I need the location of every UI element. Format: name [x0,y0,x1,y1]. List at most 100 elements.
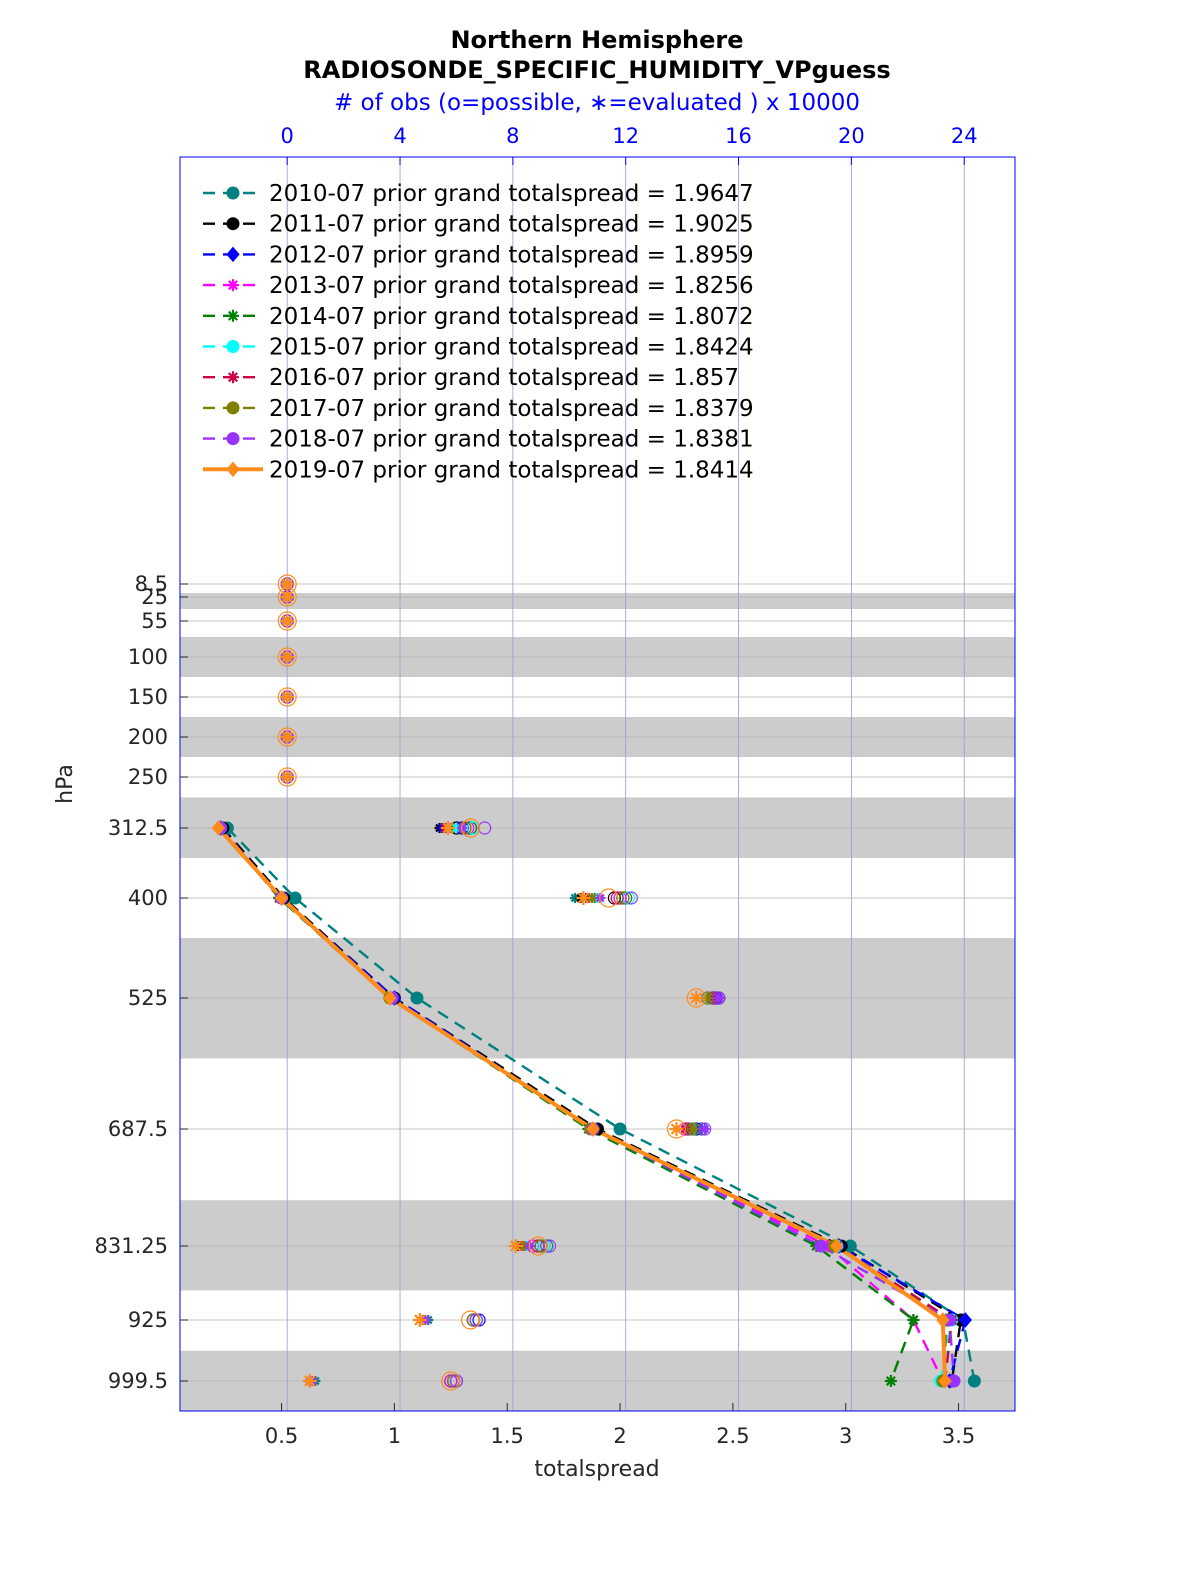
obs-possible-9-12 [460,1310,481,1330]
legend-label-3: 2013-07 prior grand totalspread = 1.8256 [269,273,754,299]
chart-title: Northern Hemisphere [450,26,743,54]
legend-label-9: 2019-07 prior grand totalspread = 1.8414 [269,457,754,483]
obs-evaluated-9-1 [280,590,295,604]
obs-evaluated-9-11 [508,1239,523,1253]
series-point-9-0 [211,820,226,836]
legend-marker-4 [227,309,239,322]
obs-evaluated-9-4 [280,690,295,704]
y-tick-label-8: 400 [128,886,168,910]
series-point-0-2 [410,991,424,1005]
obs-possible-9-1 [277,587,297,607]
obs-count-markers [277,574,726,1391]
obs-evaluated-9-9 [689,991,704,1005]
series-line-1 [221,827,963,1382]
y-tick-label-0: 8.5 [135,572,168,596]
series-line-7 [219,827,949,1382]
legend-label-8: 2018-07 prior grand totalspread = 1.8381 [269,427,754,453]
obs-evaluated-7-10 [688,1124,699,1134]
x-tick-label-4: 2.5 [716,1424,749,1448]
series-line-0 [226,827,976,1382]
obs-evaluated-9-10 [669,1122,684,1136]
obs-possible-9-3 [277,647,297,667]
x-tick-label-0: 0.5 [265,1424,298,1448]
series-point-9-2 [383,990,397,1006]
top-tick-label-6: 24 [951,124,978,148]
y-tick-label-11: 831.25 [95,1234,168,1258]
obs-evaluated-7-11 [519,1241,530,1251]
chart-subtitle: RADIOSONDE_SPECIFIC_HUMIDITY_VPguess [303,56,890,84]
y-tick-label-12: 925 [128,1308,168,1332]
series-point-0-3 [613,1122,627,1136]
obs-possible-7-10 [686,1122,701,1136]
y-tick-label-3: 100 [128,645,168,669]
legend-marker-1 [226,217,240,231]
shaded-band-0 [180,593,1015,609]
y-tick-label-6: 250 [128,765,168,789]
series-lines [216,826,976,1382]
obs-possible-8-12 [469,1313,483,1327]
obs-evaluated-9-7 [440,821,455,835]
obs-possible-5-11 [537,1239,551,1253]
obs-possible-9-5 [277,727,297,747]
obs-evaluated-9-0 [280,577,295,591]
legend-marker-7 [226,401,240,415]
obs-evaluated-9-2 [280,614,295,628]
obs-possible-8-11 [542,1239,557,1253]
series-point-9-4 [830,1238,844,1254]
x-tick-label-6: 3.5 [942,1424,975,1448]
obs-possible-3-8 [613,891,627,905]
plot-frame [179,156,1016,1412]
series-point-2-5 [958,1312,973,1328]
legend-label-7: 2017-07 prior grand totalspread = 1.8379 [269,396,754,422]
x-tick-label-5: 3 [839,1424,852,1448]
obs-possible-8-7 [478,821,492,835]
series-point-3-4 [821,1240,834,1252]
y-tick-label-9: 525 [128,986,168,1010]
obs-possible-9-2 [277,611,297,631]
series-line-5 [219,827,954,1382]
y-tick-label-5: 200 [128,725,168,749]
obs-evaluated-7-9 [702,993,713,1003]
series-point-4-5 [907,1314,920,1326]
series-point-9-3 [586,1121,600,1137]
series-point-0-6 [967,1374,981,1388]
series-points [211,820,981,1389]
obs-possible-9-8 [599,888,619,908]
y-tick-label-1: 25 [141,585,168,609]
y-tick-label-2: 55 [141,609,168,633]
obs-evaluated-8-9 [713,993,724,1003]
obs-possible-4-8 [619,891,633,905]
obs-evaluated-9-13 [302,1374,317,1388]
top-tick-label-5: 20 [838,124,865,148]
series-line-8 [219,827,956,1382]
x-tick-label-1: 1 [388,1424,401,1448]
obs-possible-9-7 [460,818,481,838]
obs-possible-9-13 [441,1371,461,1391]
obs-possible-6-8 [610,891,624,905]
top-tick-label-2: 8 [506,124,519,148]
obs-possible-8-13 [449,1374,464,1388]
obs-possible-8-9 [712,991,726,1005]
x-axis-ticks: 0.5 1 1.5 2 2.5 3 3.5 [265,1403,975,1448]
y-axis-label: hPa [53,764,78,804]
obs-evaluated-5-7 [451,823,462,833]
x-axis-label: totalspread [534,1457,659,1482]
top-axis-ticks: 0 4 8 12 16 20 24 [281,124,978,165]
obs-possible-9-10 [666,1119,687,1139]
obs-possible-7-8 [616,891,630,905]
obs-possible-9-9 [686,988,706,1008]
obs-possible-9-11 [528,1236,548,1256]
obs-evaluated-7-8 [586,893,597,903]
series-point-9-5 [936,1312,950,1328]
y-tick-label-7: 312.5 [108,816,168,840]
legend-marker-3 [227,279,239,292]
series-point-9-6 [938,1373,952,1389]
obs-possible-0-11 [540,1239,554,1253]
top-tick-label-0: 0 [281,124,294,148]
series-point-9-1 [274,890,289,906]
legend-marker-2 [226,246,240,263]
legend-label-1: 2011-07 prior grand totalspread = 1.9025 [269,212,754,238]
obs-evaluated-9-8 [576,891,591,905]
